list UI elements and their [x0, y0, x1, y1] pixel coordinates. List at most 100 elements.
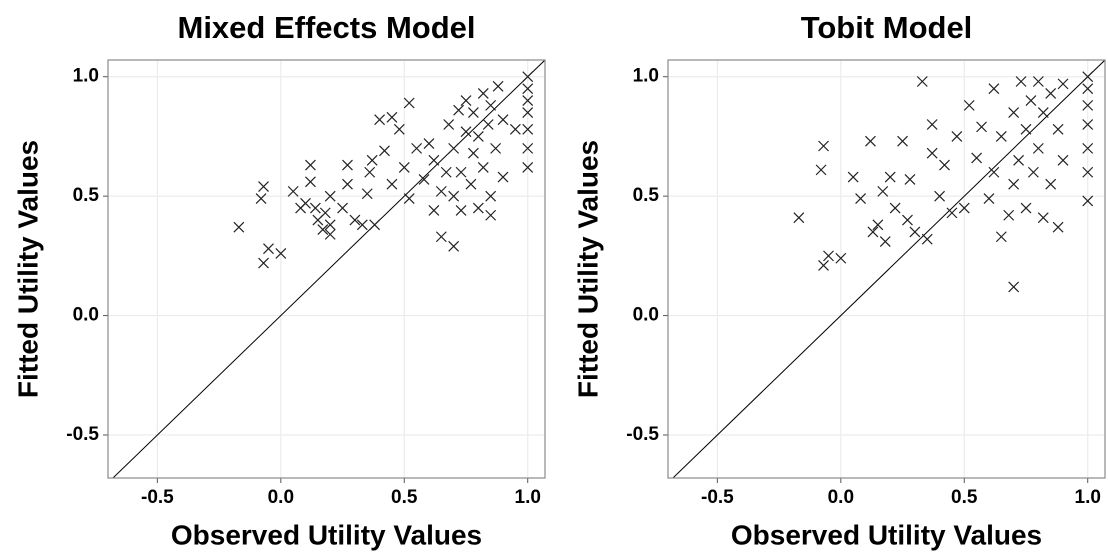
- point: [435, 231, 447, 243]
- point: [361, 188, 373, 200]
- point: [342, 178, 353, 190]
- point: [477, 162, 489, 173]
- point: [364, 166, 376, 178]
- point: [453, 104, 465, 116]
- point: [1082, 99, 1094, 111]
- point: [934, 190, 946, 202]
- point: [423, 138, 435, 150]
- point: [324, 219, 336, 231]
- y-tick-label: 0.5: [73, 185, 100, 206]
- plot-border: [107, 59, 546, 479]
- point: [522, 142, 534, 154]
- x-axis-label: Observed Utility Values: [171, 519, 482, 550]
- point: [1082, 195, 1094, 207]
- point: [988, 166, 1000, 178]
- point: [995, 231, 1007, 243]
- point: [1057, 78, 1069, 90]
- y-tick-label: 0.0: [73, 305, 99, 326]
- point: [356, 219, 368, 231]
- point: [1020, 202, 1032, 214]
- point: [926, 147, 938, 159]
- point: [472, 131, 484, 142]
- x-tick-label: 0.5: [951, 487, 978, 508]
- point: [337, 202, 348, 214]
- point: [287, 185, 299, 197]
- point: [324, 190, 336, 202]
- point: [1082, 119, 1094, 130]
- plot-background: [108, 60, 545, 478]
- y-tick-label: 0.0: [633, 305, 659, 326]
- point: [988, 83, 1000, 95]
- y-tick-label: -0.5: [66, 424, 99, 445]
- point: [258, 181, 269, 193]
- point: [1008, 281, 1020, 293]
- point: [428, 205, 440, 216]
- point: [877, 185, 889, 197]
- point: [958, 202, 970, 214]
- point: [1013, 154, 1025, 166]
- point: [522, 162, 534, 173]
- point: [815, 164, 827, 176]
- y-tick-label: -0.5: [626, 424, 659, 445]
- x-tick-label: -0.5: [141, 487, 174, 508]
- point: [855, 193, 867, 204]
- point: [465, 178, 477, 190]
- point: [867, 226, 879, 238]
- point: [522, 95, 534, 107]
- point: [983, 193, 995, 204]
- point: [1082, 142, 1094, 154]
- point: [448, 190, 460, 202]
- x-tick-label: 0.0: [268, 487, 294, 508]
- point: [305, 159, 316, 171]
- point: [440, 166, 452, 178]
- point: [1032, 76, 1044, 87]
- panel: -0.5 0.0 0.5 1.0 -0.5 0.0 0.5 1.0 Tobit Model Obs…: [572, 10, 1106, 550]
- point: [485, 190, 497, 202]
- point: [1003, 209, 1015, 221]
- point: [455, 205, 467, 216]
- y-axis-label: Fitted Utility Values: [12, 140, 43, 398]
- point: [467, 107, 479, 118]
- point: [1027, 166, 1039, 178]
- point: [509, 123, 521, 135]
- point: [951, 131, 963, 142]
- point: [971, 152, 983, 164]
- point: [897, 135, 908, 147]
- point: [482, 119, 494, 130]
- point: [1020, 123, 1032, 135]
- point: [1057, 154, 1069, 166]
- point: [233, 221, 245, 233]
- point: [1082, 83, 1094, 95]
- point: [342, 159, 353, 171]
- point: [1008, 107, 1020, 118]
- point: [497, 114, 509, 126]
- point: [393, 123, 405, 135]
- point: [448, 142, 460, 154]
- point: [485, 209, 497, 221]
- y-tick-label: 1.0: [73, 66, 99, 87]
- point: [379, 145, 390, 157]
- y-tick-label: 1.0: [633, 66, 659, 87]
- point: [460, 126, 472, 138]
- point: [1052, 123, 1064, 135]
- point: [428, 154, 440, 166]
- point: [275, 248, 287, 259]
- point: [386, 111, 398, 123]
- point: [902, 214, 913, 226]
- point: [477, 88, 489, 99]
- x-tick-label: 1.0: [1075, 487, 1101, 508]
- point: [909, 226, 921, 238]
- x-axis-label: Observed Utility Values: [731, 519, 1042, 550]
- point: [366, 154, 378, 166]
- point: [374, 114, 386, 126]
- point: [835, 252, 847, 264]
- point: [386, 178, 398, 190]
- point: [485, 99, 497, 111]
- x-tick-label: 0.5: [391, 487, 418, 508]
- point: [460, 95, 472, 107]
- point: [492, 80, 504, 92]
- chart-title: Mixed Effects Model: [178, 10, 476, 45]
- point: [455, 166, 467, 178]
- point: [793, 212, 805, 224]
- point: [995, 131, 1007, 142]
